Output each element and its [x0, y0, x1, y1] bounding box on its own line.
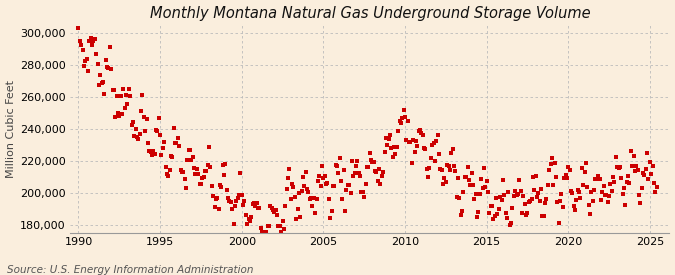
Y-axis label: Million Cubic Feet: Million Cubic Feet [5, 80, 16, 178]
Title: Monthly Montana Natural Gas Underground Storage Volume: Monthly Montana Natural Gas Underground … [150, 6, 590, 21]
Text: Source: U.S. Energy Information Administration: Source: U.S. Energy Information Administ… [7, 265, 253, 275]
